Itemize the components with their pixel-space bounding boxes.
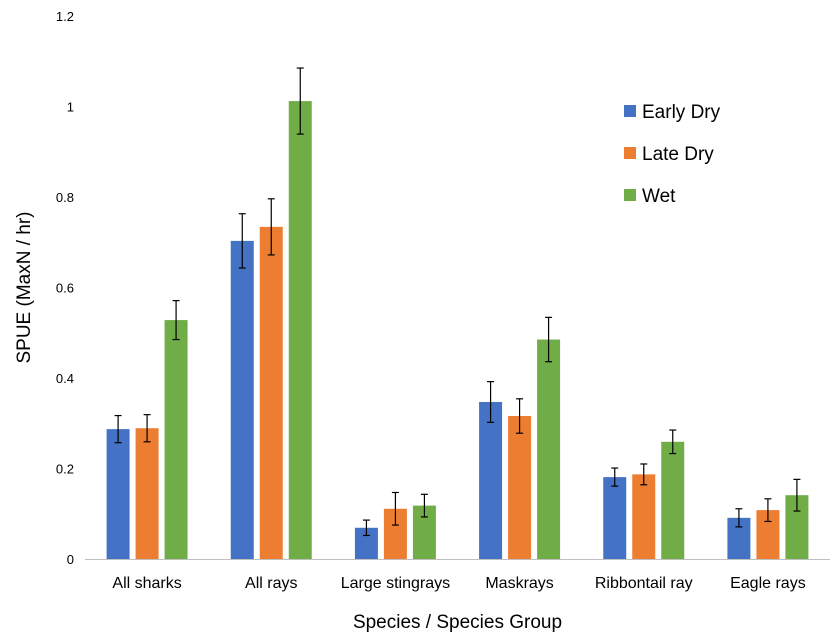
y-axis-ticks: 0 0.2 0.4 0.6 0.8 1 1.2 [56,9,74,567]
x-category-label: Eagle rays [730,575,806,592]
y-tick-label: 1 [67,100,74,115]
legend-label: Late Dry [642,144,714,165]
legend-swatch [624,147,636,159]
x-axis-title: Species / Species Group [353,612,562,633]
bar-early-dry [603,477,627,559]
bar-wet [785,495,809,559]
x-axis-category-labels: All sharks All rays Large stingrays Maskray… [112,575,805,592]
error-bars [114,67,801,537]
legend: Early Dry Late Dry Wet [624,102,721,207]
x-category-label: Maskrays [485,575,553,592]
y-axis-title: SPUE (MaxN / hr) [14,211,35,363]
bar-late-dry [259,226,283,560]
bar-wet [288,101,312,559]
bar-late-dry [135,428,159,559]
y-tick-label: 0.2 [56,462,74,477]
bar-early-dry [106,429,130,559]
y-tick-label: 0 [67,552,74,567]
bar-early-dry [354,527,378,559]
y-tick-label: 1.2 [56,9,74,24]
bar-early-dry [479,401,503,559]
legend-swatch [624,189,636,201]
bars [106,101,809,560]
bar-early-dry [727,517,751,559]
bar-wet [661,441,685,559]
x-category-label: All rays [245,575,297,592]
bar-late-dry [508,416,532,559]
bar-early-dry [230,240,254,559]
x-category-label: All sharks [112,575,181,592]
bar-late-dry [756,510,780,559]
legend-label: Early Dry [642,102,721,123]
y-tick-label: 0.6 [56,281,74,296]
y-tick-label: 0.4 [56,371,74,386]
x-category-label: Ribbontail ray [595,575,693,592]
legend-swatch [624,105,636,117]
bar-wet [164,320,188,559]
bar-wet [412,505,436,559]
y-tick-label: 0.8 [56,190,74,205]
bar-late-dry [383,508,407,559]
legend-label: Wet [642,186,676,207]
bar-wet [537,339,561,559]
x-category-label: Large stingrays [341,575,450,592]
bar-late-dry [632,474,656,559]
